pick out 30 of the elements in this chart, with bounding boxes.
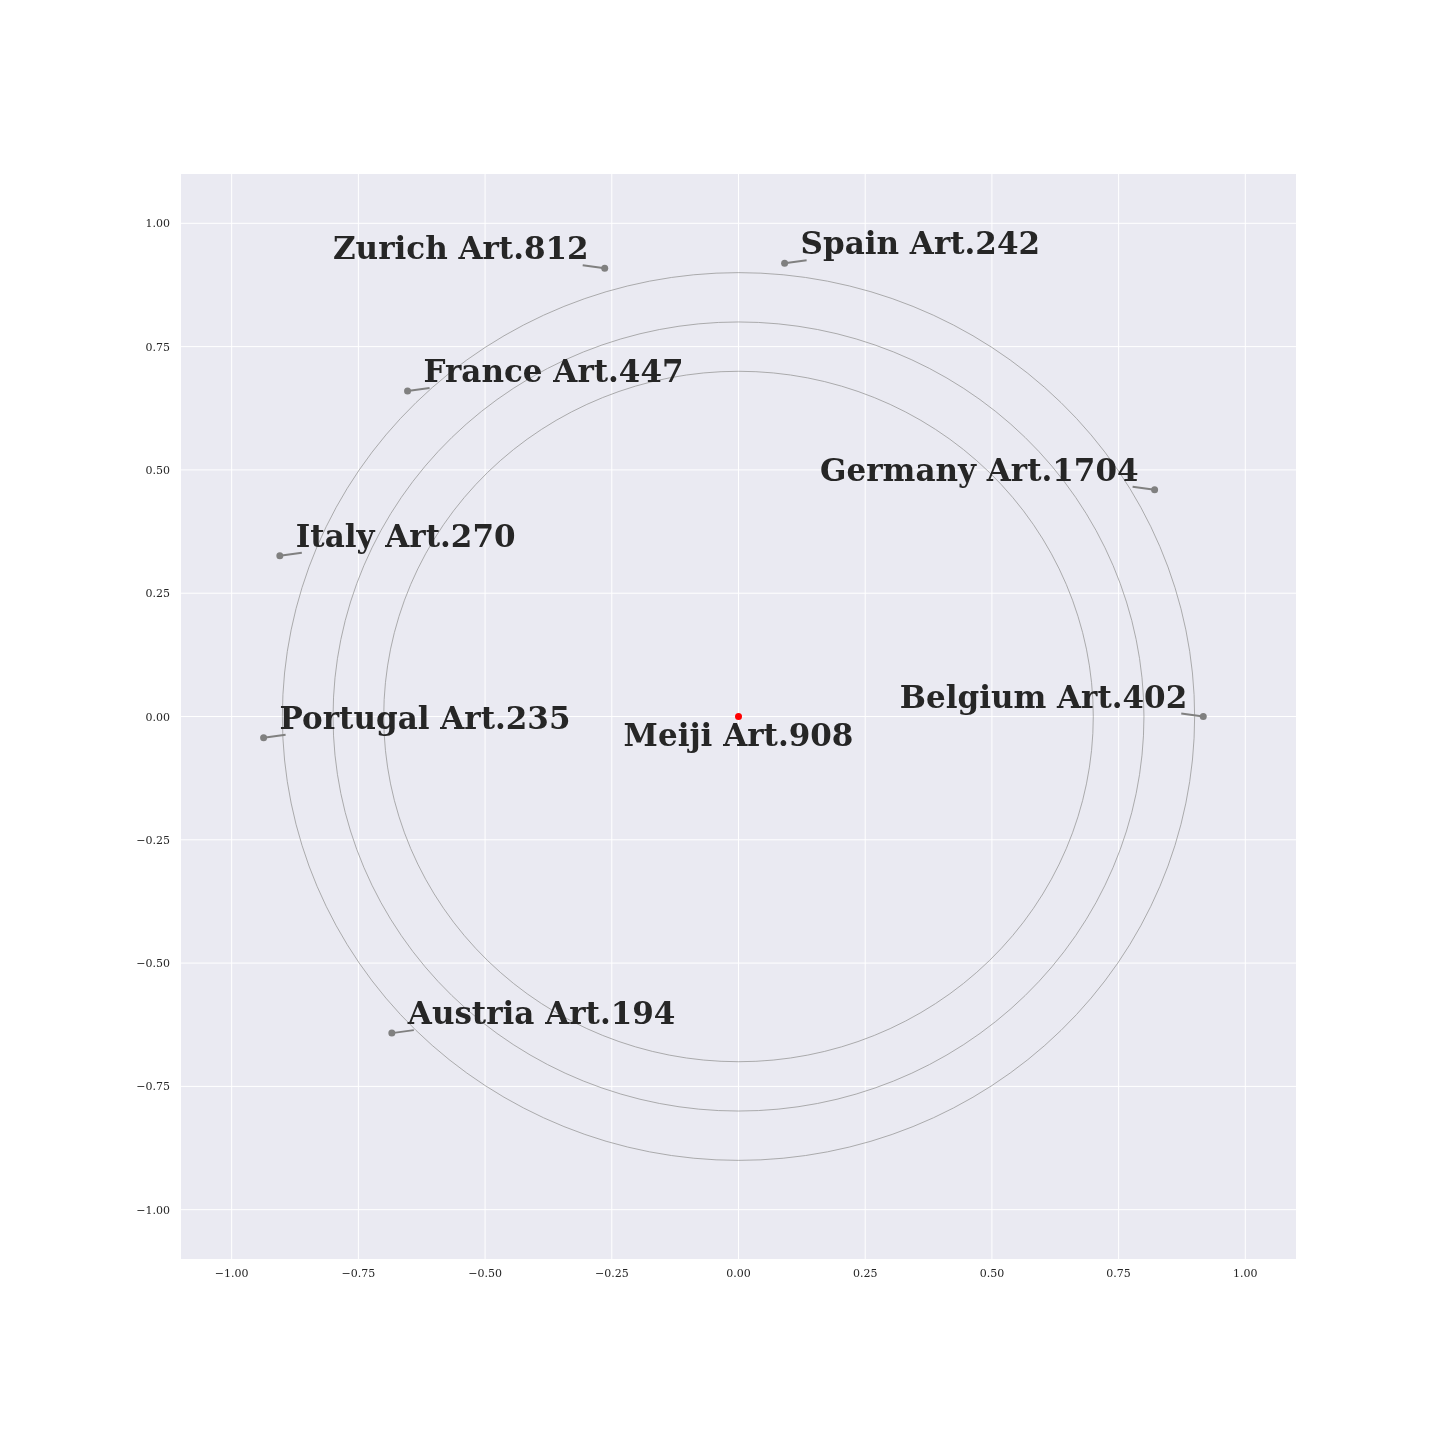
point: [260, 734, 268, 742]
x-tick-label: −0.50: [468, 1267, 502, 1280]
annotation: France Art.447: [423, 353, 684, 389]
annotation: Belgium Art.402: [899, 678, 1188, 715]
y-tick-label: 0.50: [145, 463, 170, 477]
x-tick-label: −0.75: [341, 1267, 376, 1280]
y-tick-label: 0.25: [145, 587, 170, 601]
annotation: Portugal Art.235: [279, 699, 571, 736]
annotation: Germany Art.1704: [820, 451, 1139, 488]
y-tick-label: 0.00: [145, 710, 170, 724]
x-tick-label: 0.25: [852, 1267, 878, 1280]
annotation: Italy Art.270: [295, 517, 516, 554]
point: [1199, 713, 1207, 720]
x-tick-label: −1.00: [214, 1267, 249, 1280]
y-tick-label: 0.75: [145, 340, 170, 354]
x-tick-label: −0.25: [594, 1267, 629, 1280]
annotation: Zurich Art.812: [333, 230, 589, 267]
y-tick-label: −0.50: [136, 957, 170, 971]
x-tick-label: 0.75: [1106, 1267, 1131, 1280]
x-tick-label: 1.00: [1233, 1267, 1258, 1280]
point: [781, 259, 789, 267]
y-tick-label: −1.00: [136, 1203, 170, 1217]
y-tick-label: −0.75: [136, 1080, 170, 1094]
annotation: Austria Art.194: [406, 995, 676, 1032]
x-tick-label: 0.00: [726, 1267, 751, 1280]
x-tick-label: 0.50: [979, 1267, 1005, 1280]
annotation: Meiji Art.908: [623, 716, 854, 753]
y-tick-label: 1.00: [145, 217, 170, 231]
annotation: Spain Art.242: [800, 225, 1041, 262]
y-tick-label: −0.25: [136, 833, 170, 847]
